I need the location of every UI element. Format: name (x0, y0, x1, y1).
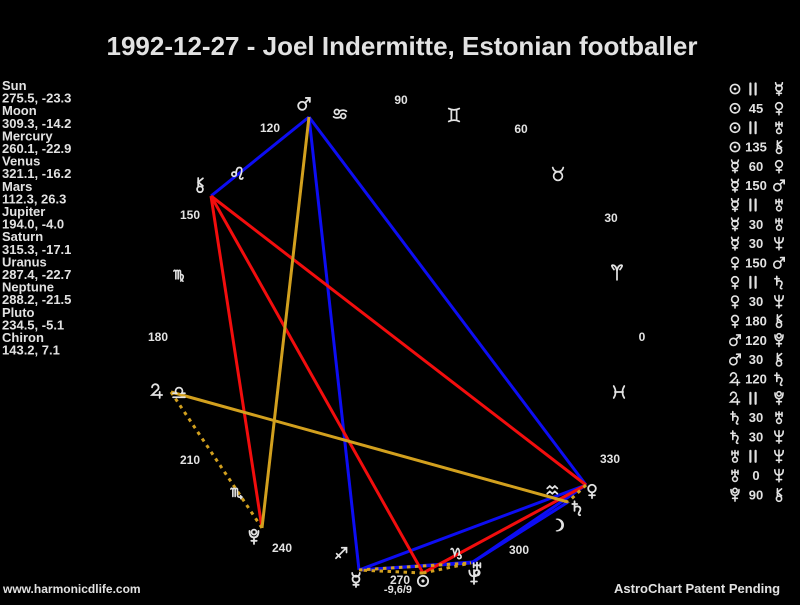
svg-text:30: 30 (749, 217, 763, 232)
svg-text:150: 150 (180, 208, 200, 222)
svg-text:120: 120 (745, 371, 767, 386)
svg-text:240: 240 (272, 541, 292, 555)
svg-text:135: 135 (745, 140, 767, 155)
svg-text:0: 0 (639, 330, 646, 344)
svg-text:Neptune: Neptune (2, 280, 54, 295)
svg-text:30: 30 (604, 211, 618, 225)
svg-text:143.2, 7.1: 143.2, 7.1 (2, 343, 60, 358)
svg-text:90: 90 (394, 93, 408, 107)
svg-text:Mars: Mars (2, 179, 32, 194)
svg-text:30: 30 (749, 236, 763, 251)
svg-text:112.3, 26.3: 112.3, 26.3 (2, 191, 66, 206)
svg-text:30: 30 (749, 294, 763, 309)
svg-text:150: 150 (745, 256, 767, 271)
svg-text:Jupiter: Jupiter (2, 204, 45, 219)
svg-text:Moon: Moon (2, 103, 37, 118)
svg-text:120: 120 (745, 333, 767, 348)
svg-text:90: 90 (749, 487, 763, 502)
svg-text:AstroChart Patent Pending: AstroChart Patent Pending (614, 581, 780, 596)
svg-text:Venus: Venus (2, 154, 40, 169)
svg-text:180: 180 (745, 314, 767, 329)
svg-text:270: 270 (390, 573, 410, 587)
svg-text:321.1, -16.2: 321.1, -16.2 (2, 166, 71, 181)
svg-text:Mercury: Mercury (2, 128, 53, 143)
svg-text:30: 30 (749, 429, 763, 444)
svg-text:260.1, -22.9: 260.1, -22.9 (2, 141, 71, 156)
svg-text:60: 60 (749, 159, 763, 174)
svg-text:180: 180 (148, 330, 168, 344)
svg-text:300: 300 (509, 543, 529, 557)
svg-text:234.5, -5.1: 234.5, -5.1 (2, 317, 64, 332)
svg-text:288.2, -21.5: 288.2, -21.5 (2, 292, 71, 307)
svg-text:150: 150 (745, 178, 767, 193)
svg-text:194.0, -4.0: 194.0, -4.0 (2, 217, 64, 232)
svg-text:1992-12-27 - Joel Indermitte,: 1992-12-27 - Joel Indermitte, Estonian f… (107, 31, 698, 61)
svg-text:330: 330 (600, 452, 620, 466)
svg-text:Sun: Sun (2, 78, 27, 93)
svg-text:30: 30 (749, 410, 763, 425)
svg-text:-9,6/9: -9,6/9 (384, 584, 412, 596)
svg-text:Pluto: Pluto (2, 305, 35, 320)
svg-text:0: 0 (752, 468, 759, 483)
svg-text:Saturn: Saturn (2, 229, 43, 244)
svg-text:210: 210 (180, 453, 200, 467)
svg-text:287.4, -22.7: 287.4, -22.7 (2, 267, 71, 282)
svg-text:120: 120 (260, 121, 280, 135)
svg-text:315.3, -17.1: 315.3, -17.1 (2, 242, 71, 257)
svg-text:309.3, -14.2: 309.3, -14.2 (2, 116, 71, 131)
svg-text:30: 30 (749, 352, 763, 367)
svg-text:45: 45 (749, 101, 763, 116)
svg-text:Uranus: Uranus (2, 254, 47, 269)
svg-text:60: 60 (514, 122, 528, 136)
svg-text:www.harmonicdlife.com: www.harmonicdlife.com (2, 582, 141, 596)
svg-text:Chiron: Chiron (2, 330, 44, 345)
svg-text:275.5, -23.3: 275.5, -23.3 (2, 91, 71, 106)
